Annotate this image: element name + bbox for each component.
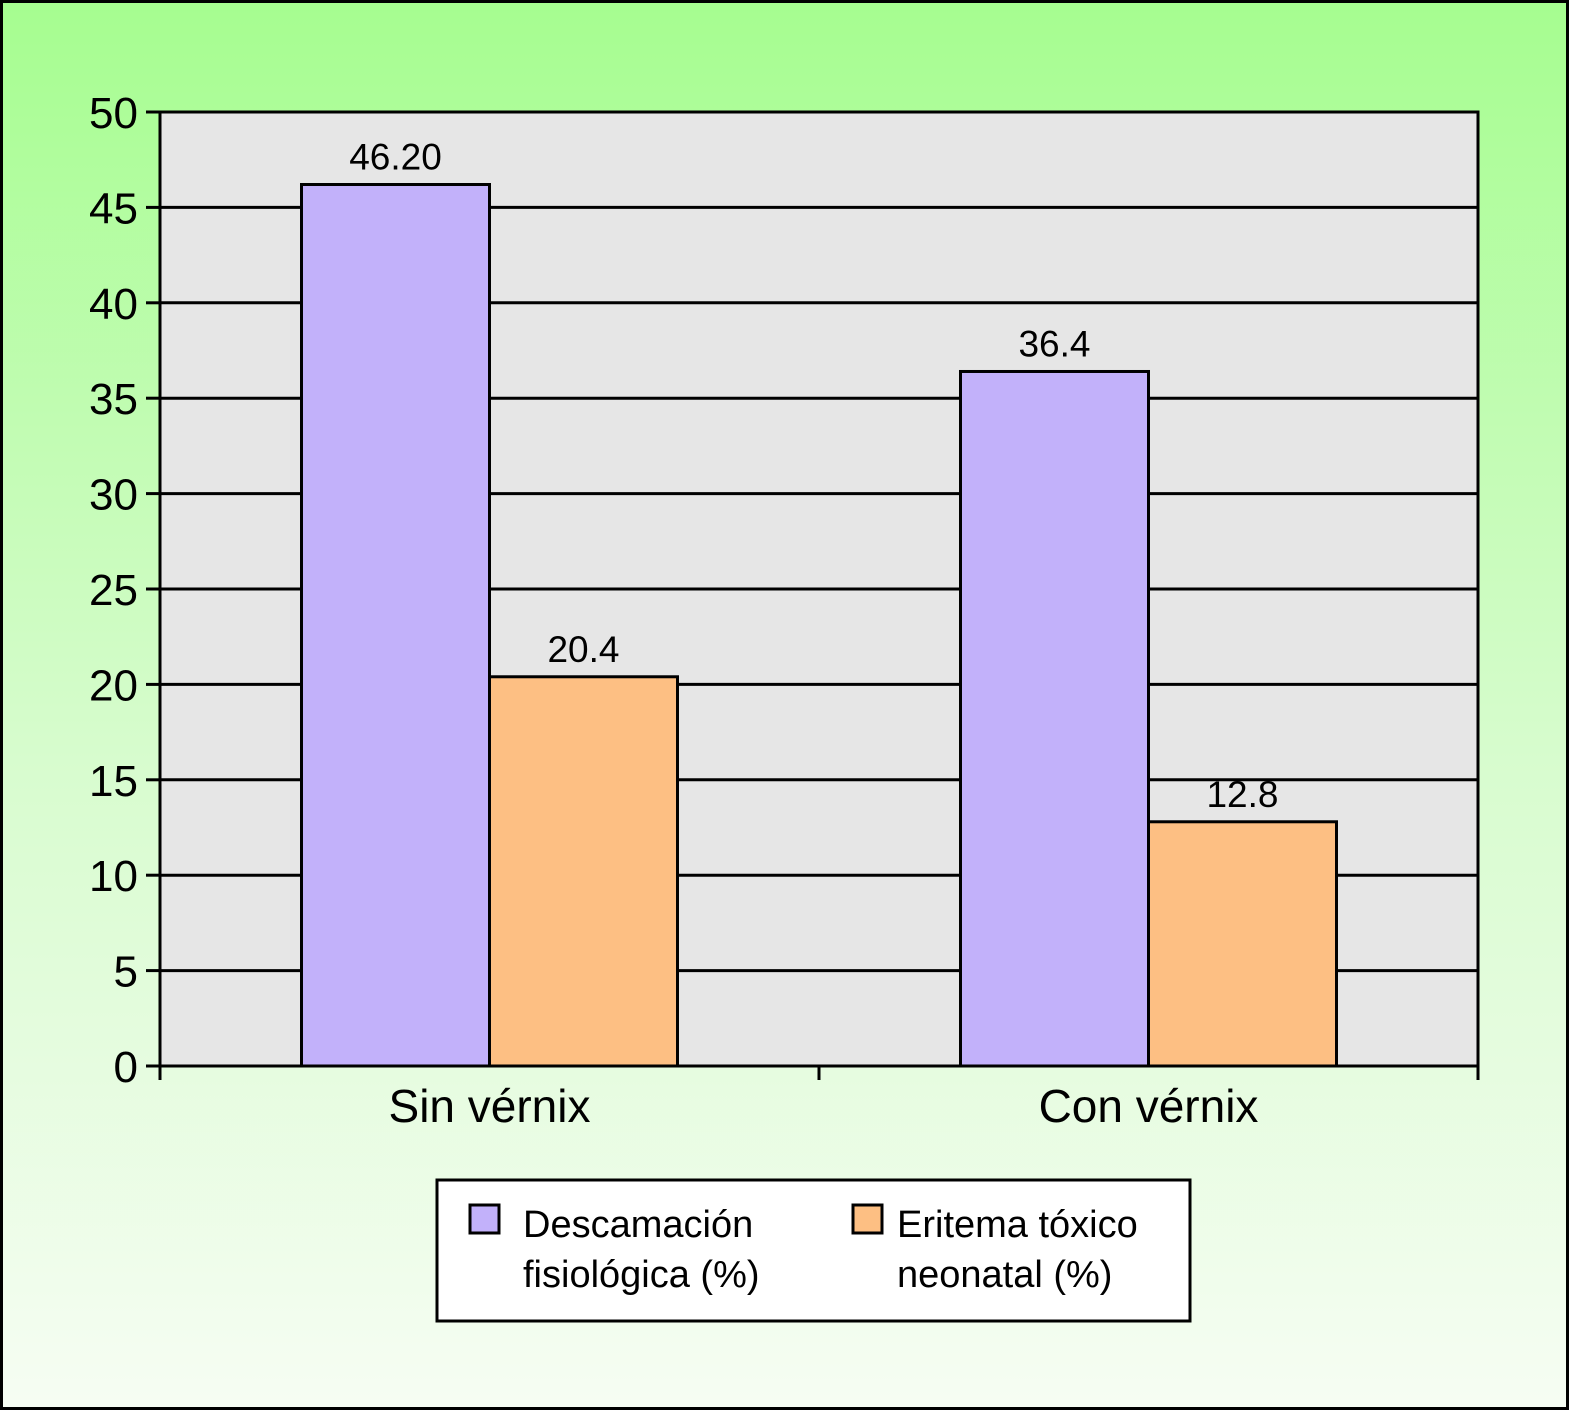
data-labels: 46.20 20.4 36.4 12.8 (349, 137, 1278, 815)
y-tick-label-5: 5 (114, 948, 138, 997)
y-tick-label-45: 45 (89, 184, 138, 233)
bar-eritema-toxico-neonatal-sin-vernix (488, 675, 679, 1068)
category-label-sin-vernix: Sin vérnix (389, 1080, 591, 1132)
legend-label-eritema-line2: neonatal (%) (897, 1254, 1112, 1296)
legend-swatch-eritema (851, 1203, 884, 1235)
bar-eritema-toxico-neonatal-con-vernix (1147, 820, 1338, 1068)
category-label-con-vernix: Con vérnix (1039, 1080, 1259, 1132)
data-label-descamacion-fisiologica-sin-vernix: 46.20 (349, 137, 442, 178)
y-tick-label-20: 20 (89, 661, 138, 710)
legend-label-descamacion-line2: fisiológica (%) (523, 1254, 760, 1296)
legend: Descamación fisiológica (%) Eritema tóxi… (435, 1178, 1192, 1323)
y-tick-label-25: 25 (89, 566, 138, 615)
axes (146, 110, 1480, 1080)
legend-box (435, 1178, 1192, 1323)
data-label-eritema-toxico-neonatal-sin-vernix: 20.4 (547, 629, 619, 670)
data-label-descamacion-fisiologica-con-vernix: 36.4 (1018, 323, 1090, 364)
x-axis-category-labels: Sin vérnix Con vérnix (389, 1080, 1259, 1132)
data-label-eritema-toxico-neonatal-con-vernix: 12.8 (1206, 774, 1278, 815)
bar-descamacion-fisiologica-sin-vernix (300, 183, 491, 1068)
y-tick-label-35: 35 (89, 375, 138, 424)
y-tick-label-50: 50 (89, 89, 138, 138)
y-tick-label-30: 30 (89, 471, 138, 520)
legend-label-descamacion-line1: Descamación (523, 1204, 753, 1246)
y-tick-label-15: 15 (89, 757, 138, 806)
legend-label-eritema-line1: Eritema tóxico (897, 1204, 1138, 1246)
y-tick-label-0: 0 (114, 1043, 138, 1092)
legend-swatch-descamacion (468, 1203, 501, 1235)
y-axis-tick-labels: 0 5 10 15 20 25 30 35 40 45 50 (89, 89, 138, 1092)
y-tick-label-40: 40 (89, 280, 138, 329)
bars (300, 183, 1338, 1068)
y-tick-label-10: 10 (89, 852, 138, 901)
bar-descamacion-fisiologica-con-vernix (959, 369, 1150, 1068)
